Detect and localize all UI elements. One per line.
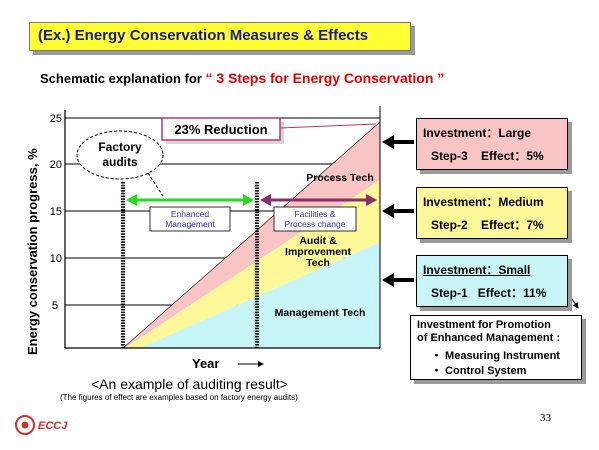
promotion-title-1: Investment for Promotion [417,319,551,331]
step-2-box: Investment：Medium Step-2 Effect：7% [416,187,568,239]
x-axis-label: Year [192,356,219,371]
factory-audits-bubble-tail [147,172,164,197]
audit-label-1: Audit & [299,235,337,247]
management-tech-label: Management Tech [275,307,366,319]
step-2-investment: Investment：Medium [423,195,544,209]
title-box: (Ex.) Energy Conservation Measures & Eff… [29,22,411,51]
facilities-change-label-1: Facilities & [294,209,335,219]
step-1-box: Investment：Small Step-1 Effect：11% [416,255,568,307]
step-2-label: Step-2 [431,218,468,232]
promotion-connector [565,289,579,309]
factory-audits-label-2: audits [102,155,138,169]
subtitle: Schematic explanation for “ 3 Steps for … [40,70,444,86]
step-pointer-arrows [382,135,414,287]
step-3-label: Step-3 [431,149,468,163]
reduction-label: 23% Reduction [174,122,267,137]
footer-note: (The figures of effect are examples base… [60,393,298,402]
enhanced-management-box [149,206,231,232]
area-management-tech [140,242,380,348]
enhanced-management-label-1: Enhanced [171,209,210,219]
step-1-effect-line: Step-1 Effect：11% [431,284,546,301]
step-2-effect-line: Step-2 Effect：7% [431,216,544,233]
eccj-logo-dot [21,421,29,429]
subtitle-prefix: Schematic explanation for [40,71,206,86]
y-tick-10: 10 [50,253,62,265]
step-1-effect: Effect：11% [477,286,547,300]
subtitle-highlight: “ 3 Steps for Energy Conservation ” [205,70,445,86]
facilities-change-arrow [260,194,377,206]
facilities-change-label-2: Process change [285,219,346,229]
promotion-box: Investment for Promotion of Enhanced Man… [410,315,582,380]
step-3-effect-line: Step-3 Effect：5% [431,147,544,164]
audit-label-3: Tech [306,257,330,269]
step-3-investment: Investment：Large [423,126,532,140]
y-tick-15: 15 [50,206,62,218]
y-tick-20: 20 [50,159,62,171]
eccj-logo-icon [15,415,35,435]
step-1-investment: Investment：Small [423,263,531,277]
reduction-pointer [279,123,377,129]
enhanced-management-label-2: Management [165,219,215,229]
enhanced-management-arrow [126,194,254,206]
page-title: (Ex.) Energy Conservation Measures & Eff… [38,27,369,44]
chart-caption: <An example of auditing result> [91,376,288,392]
promotion-item-1: ・ Measuring Instrument [431,350,560,362]
y-axis-label: Energy conservation progress, % [25,148,40,355]
y-tick-25: 25 [50,113,62,125]
step-3-box: Investment：Large Step-3 Effect：5% [416,118,568,170]
step-3-effect: Effect：5% [481,149,544,163]
step-1-label: Step-1 [431,286,468,300]
facilities-change-box [273,206,357,232]
audit-label-2: Improvement [285,246,351,258]
y-tick-5: 5 [52,300,58,312]
factory-audits-label-1: Factory [98,140,142,154]
reduction-box [161,117,281,141]
eccj-logo-text: ECCJ [38,420,68,432]
page-number: 33 [540,412,551,424]
process-tech-label: Process Tech [306,172,374,184]
line-total [122,121,381,349]
factory-audits-bubble [76,130,164,180]
promotion-title-2: of Enhanced Management : [417,332,561,344]
promotion-item-2: ・ Control System [431,365,527,377]
step-2-effect: Effect：7% [481,218,544,232]
